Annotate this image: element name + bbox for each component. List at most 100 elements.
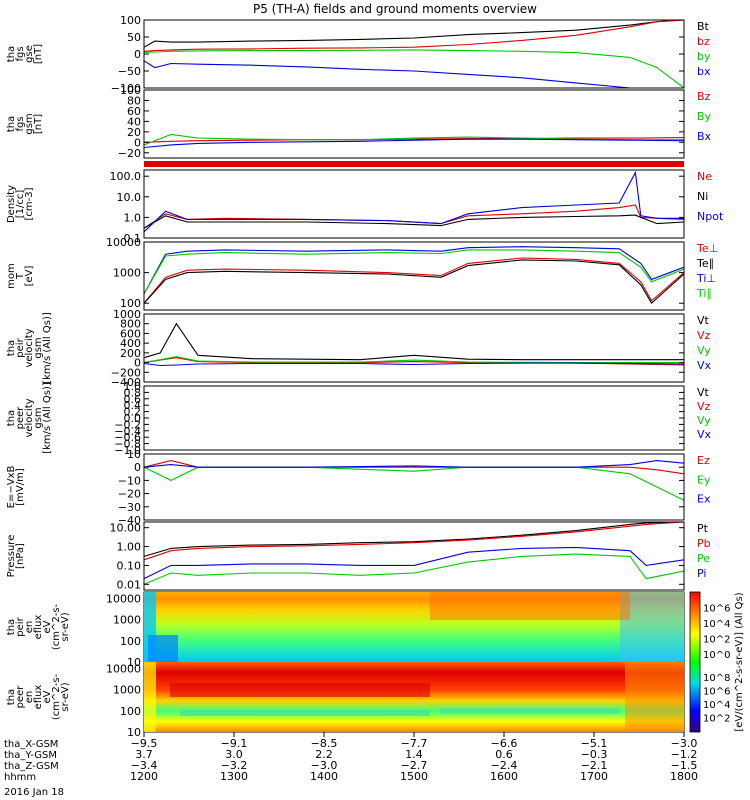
y-tick-label-peir_velocity-3: 400 [120, 337, 141, 350]
y-axis-label-peer_eflux-6: sr-eV) [60, 682, 71, 711]
y-tick-label-fgs_gse-4: −100 [111, 82, 141, 95]
heatmap-peir [144, 592, 684, 662]
y-axis-label-peer_eflux-2: en [24, 691, 35, 704]
legend-entry-efield-1: Ey [697, 473, 711, 486]
series-line-density-2 [143, 170, 684, 233]
y-tick-label-efield-1: 0 [134, 461, 141, 474]
series-line-pressure-0 [143, 521, 685, 557]
y-tick-label-peir_velocity-5: 0 [134, 357, 141, 370]
y-axis-label-peer_velocity-1: peer [15, 406, 26, 430]
legend-entry-pressure-1: Pb [697, 537, 711, 550]
y-tick-label-peer_velocity-8: −0.6 [114, 431, 141, 444]
y-tick-label-peer_velocity-2: 0.6 [124, 393, 142, 406]
y-tick-label-peir_eflux-0: 10000 [106, 592, 141, 605]
y-tick-label-density-3: 0.1 [124, 232, 142, 245]
series-line-pressure-3 [143, 546, 685, 580]
x-tick-label-2-1: −3.2 [221, 759, 248, 772]
y-tick-label-peir_velocity-1: 800 [120, 318, 141, 331]
x-tick-label-3-1: 1300 [220, 770, 248, 783]
heatmap-peer [144, 662, 684, 732]
x-tick-label-2-6: −1.5 [671, 759, 698, 772]
series-line-mom_t-3 [143, 249, 685, 295]
y-axis-label-mom_t-2: [eV] [24, 266, 35, 287]
x-tick-label-3-5: 1700 [580, 770, 608, 783]
x-tick-label-2-4: −2.4 [491, 759, 518, 772]
y-axis-label-peir_eflux-3: eflux [33, 615, 44, 640]
y-tick-label-peir_eflux-2: 100 [120, 635, 141, 648]
legend-entry-peer_velocity-3: Vx [697, 428, 712, 441]
legend-entry-peer_velocity-0: Vt [697, 386, 710, 399]
legend-entry-mom_t-1: Te∥ [696, 257, 714, 270]
series-line-pressure-1 [143, 521, 685, 561]
y-axis-label-peer_velocity-0: tha [6, 410, 17, 426]
colorbar [689, 591, 701, 733]
x-tick-label-0-4: −6.6 [491, 737, 518, 750]
y-axis-label-peir_velocity-1: peir [15, 337, 26, 357]
legend-entry-peer_velocity-2: Vy [697, 414, 711, 427]
y-axis-label-peer_eflux-3: eflux [33, 685, 44, 710]
y-axis-label-peir_eflux-5: (cm^2-s- [51, 603, 62, 650]
y-tick-label-pressure-2: 0.10 [117, 559, 142, 572]
panel-pressure: 10.00 1.00 0.10 0.01 Pressure[nPa] Pt Pb Pe Pi [6, 521, 711, 591]
y-axis-label-density-0: Density [6, 185, 17, 223]
figure-title: P5 (TH-A) fields and ground moments over… [253, 2, 537, 16]
y-axis-label-peer_eflux-4: eV [42, 690, 53, 703]
legend-entry-fgs_gsm-2: Bx [697, 130, 712, 143]
y-tick-label-mom_t-2: 100 [120, 297, 141, 310]
y-tick-label-density-2: 1.0 [124, 211, 142, 224]
y-tick-label-peer_eflux-0: 10000 [106, 662, 141, 675]
y-tick-label-fgs_gse-1: 50 [127, 31, 141, 44]
y-tick-label-peer_velocity-3: 0.4 [124, 399, 142, 412]
y-axis-label-density-1: [1/cc] [15, 190, 26, 219]
y-tick-label-fgs_gse-3: −50 [118, 65, 141, 78]
panel-frame-mom_t [143, 241, 685, 311]
series-line-fgs_gsm-2 [143, 138, 685, 149]
y-tick-label-efield-5: −40 [118, 514, 141, 527]
series-line-mom_t-0 [143, 257, 685, 304]
panel-frame-peer_velocity [143, 385, 685, 451]
x-tick-label-1-3: 1.4 [405, 748, 423, 761]
legend-entry-fgs_gsm-1: By [697, 110, 712, 123]
y-tick-label-fgs_gsm-0: 100 [120, 84, 141, 97]
legend-entry-pressure-0: Pt [697, 522, 709, 535]
legend-entry-mom_t-2: Ti⊥ [696, 272, 716, 285]
y-tick-label-efield-2: −10 [118, 474, 141, 487]
y-axis-label-peir_eflux-1: peir [15, 616, 26, 636]
x-tick-label-3-6: 1800 [670, 770, 698, 783]
y-tick-label-peir_velocity-0: 1000 [113, 308, 141, 321]
panel-frame-peir_velocity [143, 313, 685, 383]
y-axis-label-fgs_gse-1: fgs [15, 46, 26, 61]
y-tick-label-peer_velocity-7: −0.4 [114, 425, 141, 438]
y-axis-label-efield-1: [mV/m] [15, 468, 26, 506]
y-axis-label-pressure-1: [nPa] [15, 543, 26, 569]
x-tick-label-0-2: −8.5 [311, 737, 338, 750]
panel-density: 100.0 10.0 1.0 0.1 Density[1/cc][cm-3] Ne Ni Np… [6, 169, 724, 245]
series-line-efield-2 [143, 460, 685, 468]
colorbar-tick-peir_eflux-3: 10^0 [703, 650, 730, 661]
y-tick-label-density-0: 100.0 [110, 170, 142, 183]
legend-entry-fgs_gse-3: bx [697, 65, 711, 78]
legend-entry-peir_velocity-3: Vx [697, 359, 712, 372]
y-axis-label-peir_eflux-2: en [24, 621, 35, 634]
series-line-density-1 [143, 214, 685, 229]
x-row-label-3: hhmm [4, 772, 36, 783]
x-tick-label-3-2: 1400 [310, 770, 338, 783]
series-line-fgs_gse-1 [143, 19, 685, 52]
legend-entry-density-1: Ni [697, 190, 708, 203]
series-line-fgs_gse-2 [143, 49, 685, 89]
y-axis-label-fgs_gsm-0: tha [6, 116, 17, 132]
legend-entry-density-2: Npot [697, 210, 724, 223]
x-tick-label-1-2: 2.2 [315, 748, 333, 761]
legend-entry-efield-0: Ez [697, 454, 710, 467]
y-tick-label-fgs_gsm-4: 20 [127, 126, 141, 139]
y-tick-label-peer_eflux-3: 10 [127, 726, 141, 739]
x-tick-label-2-3: −2.7 [401, 759, 428, 772]
x-tick-label-1-4: 0.6 [495, 748, 513, 761]
legend-entry-fgs_gse-1: bz [697, 35, 710, 48]
y-axis-label-peir_eflux-4: eV [42, 620, 53, 633]
y-tick-label-peer_eflux-1: 1000 [113, 684, 141, 697]
y-tick-label-peer_velocity-10: −1.0 [114, 444, 141, 457]
